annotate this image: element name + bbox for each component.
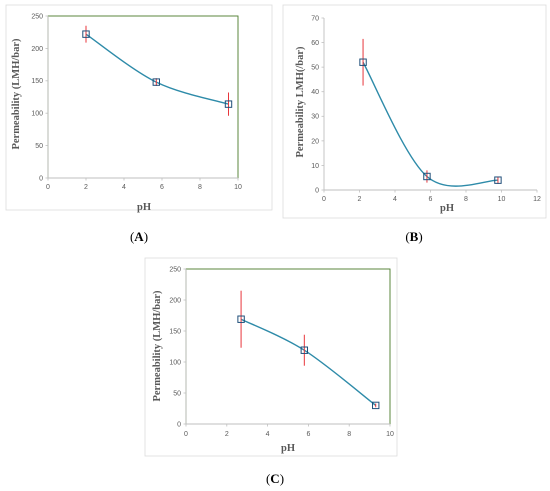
chart-c: Permeability (LMH/bar) pH 0 2 4 6 8 100501001…	[152, 266, 394, 454]
chart-b-series-curve	[362, 61, 498, 187]
chart-b-y-tick-label: 30	[311, 114, 319, 121]
chart-c-x-tick-label: 0	[184, 431, 188, 438]
chart-a-y-tick-label: 0	[39, 175, 43, 182]
chart-b-x-tick-label: 12	[533, 196, 541, 203]
chart-c-y-tick-label: 250	[169, 266, 181, 273]
chart-a-point	[82, 30, 90, 38]
chart-a-point	[224, 100, 233, 108]
chart-b-x-tick-label: 4	[393, 196, 397, 203]
chart-b-x-tick-label: 6	[429, 196, 433, 203]
chart-a-y-tick-label: 250	[31, 13, 43, 20]
chart-c-x-tick-label: 6	[306, 431, 310, 438]
chart-c-x-tick-label: 2	[225, 431, 229, 438]
chart-c-ylabel: Permeability (LMH/bar)	[152, 290, 163, 402]
chart-b-y-tick-label: 10	[311, 163, 319, 170]
chart-a-point	[152, 78, 161, 86]
chart-b-y-tick-label: 60	[311, 40, 319, 47]
chart-c-point	[237, 315, 245, 323]
chart-b-y-tick-label: 40	[311, 89, 319, 96]
chart-a-x-tick-label: 2	[84, 184, 88, 191]
panel-b-frame	[282, 4, 547, 219]
chart-a: Permeability (LMH/bar) pH 0 2 4 6 8 100501001…	[11, 13, 242, 213]
chart-a-xlabel: pH	[137, 202, 151, 213]
chart-b: Permeability LMH(/bar) pH 0 2 4 6 8 10 12 0 10 20…	[295, 15, 541, 214]
panel-a-frame	[5, 4, 273, 211]
chart-c-plot-border	[185, 268, 391, 425]
chart-c-point	[300, 346, 309, 354]
chart-b-x-tick-label: 10	[498, 196, 506, 203]
chart-c-y-tick-label: 0	[177, 421, 181, 428]
chart-b-x-tick-label: 8	[464, 196, 468, 203]
chart-b-y-tick-label: 50	[311, 65, 319, 72]
panel-label-a: (A)	[130, 229, 148, 244]
chart-a-y-tick-label: 100	[31, 111, 43, 118]
chart-b-y-tick-label: 70	[311, 15, 319, 22]
chart-c-x-tick-label: 8	[347, 431, 351, 438]
chart-a-series-curve	[85, 33, 229, 105]
chart-c-series-curve	[240, 318, 377, 406]
chart-c-x-tick-label: 10	[386, 431, 394, 438]
chart-a-ylabel: Permeability (LMH/bar)	[11, 38, 22, 150]
chart-c-x-tick-label: 4	[266, 431, 270, 438]
chart-c-ylabel-group: Permeability (LMH/bar)	[152, 290, 163, 402]
chart-b-point	[423, 172, 431, 181]
chart-b-y-tick-label: 20	[311, 138, 319, 145]
chart-a-plot-border	[47, 15, 239, 179]
chart-c-y-tick-label: 200	[169, 297, 181, 304]
chart-a-y-tick-label: 200	[31, 46, 43, 53]
chart-a-x-tick-label: 6	[160, 184, 164, 191]
chart-c-xlabel: pH	[281, 443, 295, 454]
chart-b-point	[494, 176, 502, 184]
chart-a-y-tick-label: 50	[35, 143, 43, 150]
chart-c-y-tick-label: 150	[169, 328, 181, 335]
panel-c-frame	[144, 257, 398, 457]
chart-b-x-tick-label: 0	[322, 196, 326, 203]
chart-a-x-tick-label: 4	[122, 184, 126, 191]
chart-b-ylabel: Permeability LMH(/bar)	[295, 46, 306, 158]
chart-a-x-tick-label: 10	[234, 184, 242, 191]
chart-c-point	[372, 401, 380, 410]
chart-b-point	[359, 58, 367, 66]
chart-c-y-tick-label: 50	[173, 390, 181, 397]
chart-c-y-tick-label: 100	[169, 359, 181, 366]
chart-b-xlabel: pH	[440, 203, 454, 214]
panel-label-b: (B)	[405, 229, 422, 244]
chart-a-y-tick-label: 150	[31, 78, 43, 85]
chart-b-ylabel-group: Permeability LMH(/bar)	[295, 46, 306, 158]
chart-a-x-tick-label: 0	[46, 184, 50, 191]
chart-b-x-tick-label: 2	[358, 196, 362, 203]
chart-a-x-tick-label: 8	[198, 184, 202, 191]
chart-b-y-tick-label: 0	[315, 187, 319, 194]
chart-a-ylabel-group: Permeability (LMH/bar)	[11, 38, 22, 150]
panel-label-c: (C)	[266, 471, 284, 486]
